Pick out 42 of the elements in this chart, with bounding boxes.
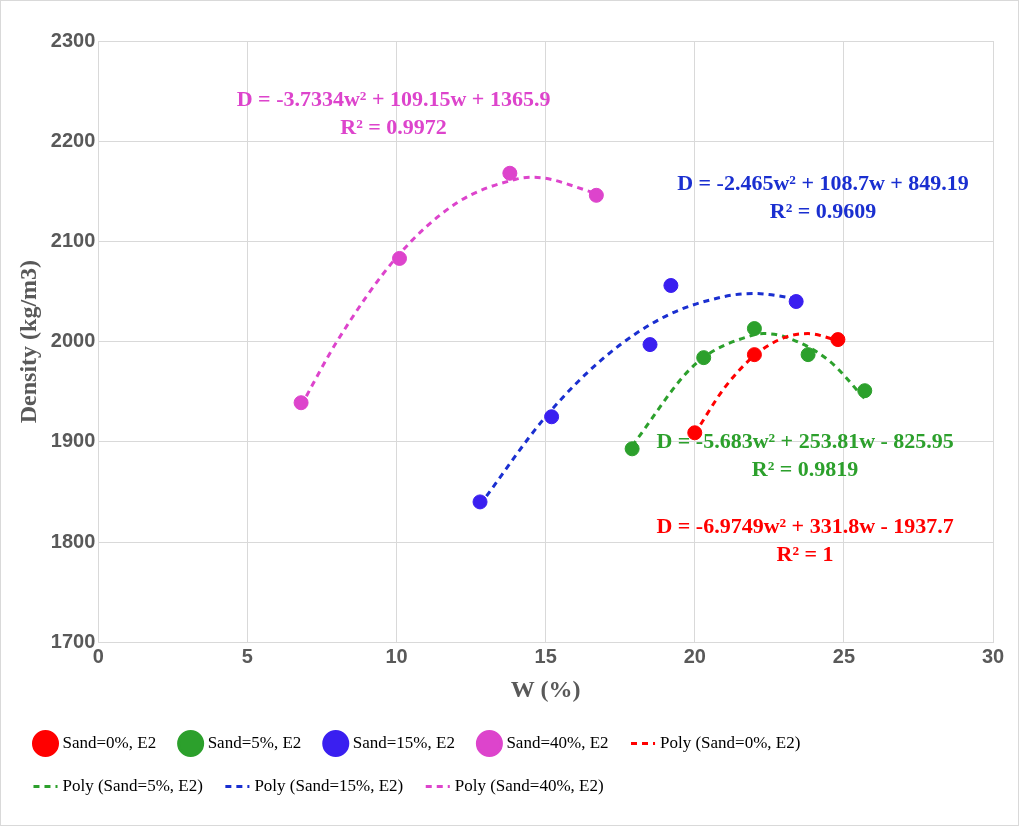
x-tick-label: 5 bbox=[241, 644, 253, 667]
point bbox=[392, 250, 408, 266]
point bbox=[624, 441, 640, 457]
x-tick-label: 25 bbox=[832, 644, 856, 667]
legend-label: Sand=15%, E2 bbox=[352, 732, 455, 752]
point bbox=[746, 321, 762, 337]
point bbox=[857, 383, 873, 399]
annotation: D = -2.465w² + 108.7w + 849.19 R² = 0.9609 bbox=[677, 169, 969, 223]
point bbox=[663, 277, 679, 293]
point bbox=[800, 347, 816, 363]
y-tick-label: 2300 bbox=[50, 28, 96, 51]
annotation: D = -3.7334w² + 109.15w + 1365.9 R² = 0.9972 bbox=[236, 85, 551, 139]
point bbox=[642, 337, 658, 353]
y-tick-label: 2100 bbox=[50, 228, 96, 251]
point bbox=[696, 350, 712, 366]
x-tick-label: 20 bbox=[683, 644, 706, 667]
point bbox=[746, 347, 762, 363]
point bbox=[588, 187, 604, 203]
legend-label: Sand=5%, E2 bbox=[207, 732, 302, 752]
legend-label: Poly (Sand=0%, E2) bbox=[660, 732, 801, 752]
legend-label: Poly (Sand=40%, E2) bbox=[454, 775, 604, 795]
x-tick-label: 10 bbox=[385, 644, 408, 667]
legend-label: Sand=40%, E2 bbox=[506, 732, 609, 752]
point bbox=[472, 494, 488, 510]
y-tick-label: 1800 bbox=[50, 529, 96, 552]
point bbox=[502, 165, 518, 181]
annotation: D = -5.683w² + 253.81w - 825.95 R² = 0.9819 bbox=[656, 428, 954, 482]
legend-label: Poly (Sand=15%, E2) bbox=[254, 775, 404, 795]
y-tick-label: 1900 bbox=[50, 429, 96, 452]
legend-label: Sand=0%, E2 bbox=[62, 732, 157, 752]
x-tick-label: 15 bbox=[534, 644, 557, 667]
point bbox=[293, 395, 309, 411]
point bbox=[788, 294, 804, 310]
x-tick-label: 30 bbox=[981, 644, 1005, 667]
point bbox=[544, 409, 560, 425]
y-axis-title: Density (kg/m3) bbox=[14, 259, 41, 424]
point bbox=[830, 332, 846, 348]
x-axis-title: W (%) bbox=[510, 675, 581, 702]
legend-label: Poly (Sand=5%, E2) bbox=[62, 775, 203, 795]
y-tick-label: 2000 bbox=[50, 329, 96, 352]
annotation: D = -6.9749w² + 331.8w - 1937.7 R² = 1 bbox=[656, 512, 954, 566]
y-tick-label: 2200 bbox=[50, 128, 96, 151]
